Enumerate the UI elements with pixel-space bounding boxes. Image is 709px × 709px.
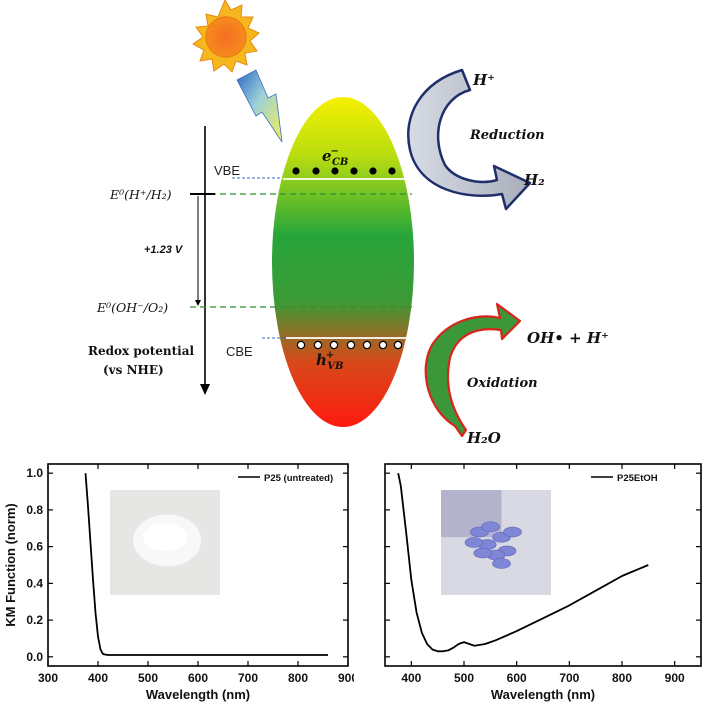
x-tick-label: 600 (188, 671, 208, 685)
inset-photo-white-powder (110, 490, 220, 595)
series-line (84, 473, 328, 656)
inset-photo-blue-powder (441, 490, 551, 595)
y-tick-label: 0.2 (26, 613, 43, 627)
powder-highlight (143, 523, 187, 552)
semiconductor-band-ellipse (272, 97, 414, 427)
electron-dot (350, 167, 358, 175)
lightning-bolt-icon (236, 69, 283, 143)
hole-dot (296, 340, 306, 350)
x-axis-label: Wavelength (nm) (146, 687, 250, 702)
reduction-label: Reduction (469, 128, 545, 143)
redox-axis-arrowhead (200, 384, 210, 395)
x-tick-label: 700 (559, 671, 579, 685)
y-tick-label: 0.8 (26, 503, 43, 517)
oxidation-label: Oxidation (467, 376, 538, 391)
hole-dot (346, 340, 356, 350)
hole-base: h (316, 351, 327, 369)
km-spectrum-chart-p25: 300 400 500 600 700 800 900 0.0 0.2 0.4 0.6 0.8 1.0 W… (3, 463, 354, 702)
km-spectrum-chart-p25etoh: 400 500 600 700 800 900 Wavelength (nm) P25EtOH (384, 463, 702, 702)
reduction-product-label: H₂ (523, 171, 545, 189)
gap-arrowhead (195, 300, 201, 306)
oxidation-arrow (424, 302, 522, 438)
y-axis-label: KM Function (norm) (3, 503, 18, 626)
cbe-label: CBE (226, 344, 253, 359)
x-tick-label: 900 (338, 671, 354, 685)
powder-flake (481, 521, 500, 533)
x-tick-label: 800 (612, 671, 632, 685)
electron-dot (312, 167, 320, 175)
powder-flake (473, 547, 493, 559)
y-tick-label: 0.4 (26, 576, 43, 590)
x-tick-label: 400 (88, 671, 108, 685)
electron-dot (292, 167, 300, 175)
powder-flake (464, 537, 484, 548)
oxidation-product-label: OH• + H⁺ (527, 329, 609, 347)
legend-label: P25EtOH (617, 473, 658, 484)
powder-flake (492, 558, 511, 569)
powder-flake (503, 526, 522, 538)
x-tick-label: 700 (238, 671, 258, 685)
x-tick-label: 500 (138, 671, 158, 685)
hole-sub: VB (327, 361, 343, 372)
y-tick-label: 0.6 (26, 540, 43, 554)
x-tick-label: 900 (665, 671, 685, 685)
hole-dots (296, 340, 403, 350)
oxidation-reactant-label: H₂O (466, 429, 501, 447)
hole-sup: + (326, 350, 334, 361)
electron-cb-label: e− CB (322, 146, 348, 168)
reduction-reactant-label: H⁺ (472, 71, 495, 89)
electron-dot (331, 167, 339, 175)
electron-sup: − (331, 146, 339, 157)
y-tick-label: 1.0 (26, 466, 43, 480)
sun-icon (192, 0, 260, 73)
electron-base: e (322, 147, 332, 165)
gap-voltage-label: +1.23 V (144, 244, 184, 256)
e0-oh-o2-label: E⁰(OH⁻/O₂) (96, 300, 168, 315)
hole-dot (393, 340, 403, 350)
hole-dot (362, 340, 372, 350)
hole-dot (378, 340, 388, 350)
hole-vb-label: h+ VB (316, 350, 344, 372)
hole-dot (329, 340, 339, 350)
redox-axis-label-line1: Redox potential (88, 344, 195, 358)
x-tick-label: 600 (507, 671, 527, 685)
electron-dot (388, 167, 396, 175)
x-tick-label: 800 (288, 671, 308, 685)
vbe-label: VBE (214, 163, 240, 178)
electron-sub: CB (332, 157, 348, 168)
reduction-arrow (407, 68, 532, 211)
photocatalysis-scheme: VBE CBE e− CB h+ VB E⁰(H⁺/H₂) E⁰(OH⁻/O₂) +… (88, 0, 609, 447)
x-axis-label: Wavelength (nm) (491, 687, 595, 702)
electron-dots (292, 167, 396, 175)
x-tick-label: 300 (38, 671, 58, 685)
x-tick-label: 500 (454, 671, 474, 685)
legend-label: P25 (untreated) (264, 473, 333, 484)
redox-axis-label-line2: (vs NHE) (103, 363, 164, 377)
y-tick-label: 0.0 (26, 650, 43, 664)
x-tick-label: 400 (401, 671, 421, 685)
electron-dot (369, 167, 377, 175)
series-line (397, 473, 649, 653)
e0-h-h2-label: E⁰(H⁺/H₂) (109, 187, 172, 202)
hole-dot (313, 340, 323, 350)
